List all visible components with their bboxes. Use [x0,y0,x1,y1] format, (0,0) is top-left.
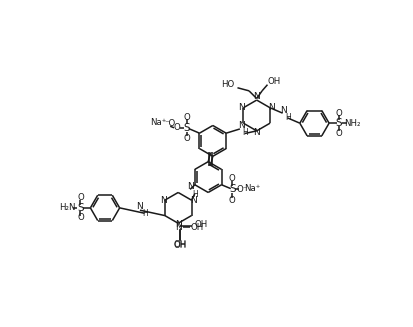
Text: O: O [77,214,84,222]
Text: OH: OH [267,77,280,86]
Text: O: O [229,196,236,205]
Text: O: O [336,109,342,118]
Text: O⁻: O⁻ [237,185,248,194]
Text: O: O [184,112,190,122]
Text: S: S [336,118,342,128]
Text: HO: HO [222,80,235,89]
Text: ⁻O: ⁻O [165,119,176,129]
Text: N: N [187,182,193,191]
Text: OH: OH [195,220,208,229]
Text: Na⁺: Na⁺ [244,184,261,193]
Text: H: H [285,112,291,122]
Text: S: S [229,184,236,194]
Text: H₂N: H₂N [59,203,76,212]
Text: O: O [184,134,190,143]
Text: N: N [160,196,167,205]
Text: S: S [77,203,84,213]
Text: OH: OH [190,223,203,232]
Text: N: N [280,106,287,114]
Text: O: O [229,174,236,183]
Text: S: S [184,123,190,133]
Text: H: H [192,190,198,198]
Text: N: N [190,196,197,205]
Text: OH: OH [173,240,186,249]
Text: OH: OH [173,241,186,250]
Text: NH₂: NH₂ [344,119,361,128]
Text: N: N [238,103,245,112]
Text: Na⁺: Na⁺ [150,118,167,127]
Text: N: N [137,202,143,211]
Text: N: N [176,223,182,232]
Text: N: N [253,128,260,137]
Text: O: O [77,193,84,202]
Text: H: H [142,209,148,218]
Text: N: N [238,121,245,130]
Text: H: H [242,128,248,137]
Text: N: N [175,220,182,229]
Text: N: N [268,103,275,112]
Text: O: O [174,123,180,132]
Text: N: N [253,93,260,101]
Text: O: O [336,129,342,138]
